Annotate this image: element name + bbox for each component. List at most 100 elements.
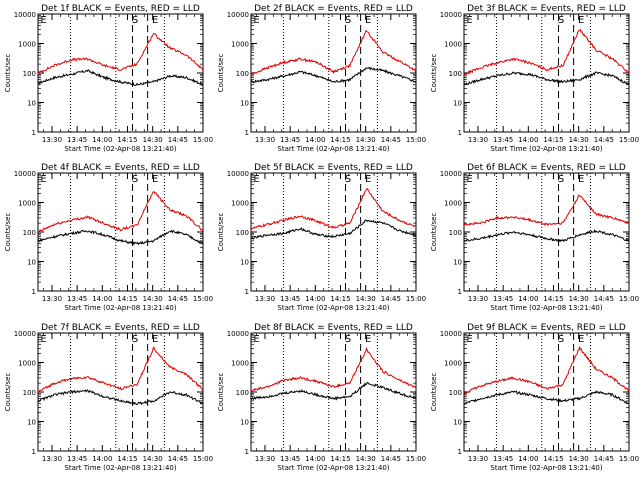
lld-series-line xyxy=(37,346,204,393)
y-axis-label: Counts/sec xyxy=(430,213,438,252)
y-tick-label: 10000 xyxy=(14,170,36,178)
x-tick-label: 14:00 xyxy=(518,295,538,303)
x-axis-label: Start Time (02-Apr-08 13:21:40) xyxy=(64,464,176,472)
x-tick-label: 14:45 xyxy=(594,136,614,144)
marker-label-e: E xyxy=(253,334,259,345)
x-tick-label: 14:45 xyxy=(594,295,614,303)
y-axis-label: Counts/sec xyxy=(217,373,225,412)
lld-series-line xyxy=(250,30,417,75)
events-series-line xyxy=(463,390,630,405)
plot-frame xyxy=(37,13,204,133)
x-tick-label: 14:15 xyxy=(330,455,350,463)
events-series-line xyxy=(37,69,203,87)
lld-series-line xyxy=(463,346,630,395)
y-tick-label: 10 xyxy=(27,419,36,427)
events-series-line xyxy=(250,382,417,401)
marker-label-e: E xyxy=(466,334,472,345)
panel-det-8: Det 8f BLACK = Events, RED = LLD 1 10 100 10… xyxy=(217,323,426,472)
x-tick-label: 14:30 xyxy=(356,136,376,144)
x-tick-label: 15:00 xyxy=(619,455,639,463)
y-tick-label: 100 xyxy=(236,389,249,397)
y-tick-label: 10000 xyxy=(227,330,249,338)
y-tick-label: 1 xyxy=(32,288,36,296)
marker-label-s: S xyxy=(558,15,564,26)
marker-label-s: S xyxy=(345,334,351,345)
marker-label-e: E xyxy=(253,15,259,26)
y-tick-label: 10 xyxy=(453,100,462,108)
panel-det-5: Det 5f BLACK = Events, RED = LLD 1 10 100 10… xyxy=(217,163,426,312)
x-tick-label: 13:30 xyxy=(255,455,275,463)
x-tick-label: 14:45 xyxy=(168,295,188,303)
panel-title: Det 9f BLACK = Events, RED = LLD xyxy=(467,323,626,333)
panel-title: Det 3f BLACK = Events, RED = LLD xyxy=(467,4,626,14)
x-tick-label: 14:30 xyxy=(143,455,163,463)
x-axis-label: Start Time (02-Apr-08 13:21:40) xyxy=(490,464,602,472)
y-axis-label: Counts/sec xyxy=(430,373,438,412)
y-axis-label: Counts/sec xyxy=(4,54,12,93)
y-tick-label: 1 xyxy=(32,448,36,456)
y-tick-label: 1 xyxy=(458,288,462,296)
y-tick-label: 100 xyxy=(236,70,249,78)
panel-det-2: Det 2f BLACK = Events, RED = LLD 1 10 100 10… xyxy=(217,4,426,153)
y-tick-label: 1000 xyxy=(231,200,249,208)
marker-label-e: E xyxy=(466,174,472,185)
x-tick-label: 13:45 xyxy=(280,295,300,303)
x-axis-label: Start Time (02-Apr-08 13:21:40) xyxy=(277,145,389,153)
y-tick-label: 1000 xyxy=(18,41,36,49)
y-tick-label: 10000 xyxy=(440,11,462,19)
x-tick-label: 15:00 xyxy=(193,136,213,144)
y-tick-label: 1 xyxy=(245,288,249,296)
panel-det-3: Det 3f BLACK = Events, RED = LLD 1 10 100 10… xyxy=(430,4,639,153)
lld-series-line xyxy=(37,33,204,75)
panel-title: Det 8f BLACK = Events, RED = LLD xyxy=(254,323,413,333)
plot-frame xyxy=(250,332,417,452)
marker-label-s: S xyxy=(132,15,138,26)
x-tick-label: 15:00 xyxy=(406,136,426,144)
panel-det-7: Det 7f BLACK = Events, RED = LLD 1 10 100 10… xyxy=(4,323,213,472)
y-tick-label: 10 xyxy=(453,259,462,267)
marker-label-e: E xyxy=(578,334,584,345)
marker-label-s: S xyxy=(345,15,351,26)
x-tick-label: 14:30 xyxy=(569,295,589,303)
events-series-line xyxy=(463,71,630,87)
x-axis-label: Start Time (02-Apr-08 13:21:40) xyxy=(277,464,389,472)
marker-label-e: E xyxy=(152,15,158,26)
panel-det-6: Det 6f BLACK = Events, RED = LLD 1 10 100 10… xyxy=(430,163,639,312)
x-tick-label: 14:15 xyxy=(543,136,563,144)
marker-label-e: E xyxy=(253,174,259,185)
events-series-line xyxy=(250,66,416,84)
y-tick-label: 1000 xyxy=(231,41,249,49)
marker-label-e: E xyxy=(152,334,158,345)
marker-label-s: S xyxy=(345,174,351,185)
y-tick-label: 10000 xyxy=(14,11,36,19)
y-tick-label: 10000 xyxy=(14,330,36,338)
x-tick-label: 13:45 xyxy=(67,136,87,144)
y-tick-label: 100 xyxy=(23,229,36,237)
y-tick-label: 10000 xyxy=(227,170,249,178)
x-tick-label: 14:00 xyxy=(305,455,325,463)
y-tick-label: 1 xyxy=(245,448,249,456)
y-tick-label: 1000 xyxy=(231,360,249,368)
events-series-line xyxy=(463,228,630,243)
x-tick-label: 14:15 xyxy=(330,136,350,144)
x-tick-label: 13:45 xyxy=(280,455,300,463)
marker-label-e: E xyxy=(466,15,472,26)
marker-label-s: S xyxy=(132,174,138,185)
y-tick-label: 1000 xyxy=(18,360,36,368)
x-tick-label: 14:15 xyxy=(330,295,350,303)
y-axis-label: Counts/sec xyxy=(430,54,438,93)
marker-label-e: E xyxy=(578,174,584,185)
x-tick-label: 13:45 xyxy=(67,295,87,303)
lld-series-line xyxy=(37,190,204,233)
y-tick-label: 1000 xyxy=(18,200,36,208)
y-tick-label: 100 xyxy=(23,389,36,397)
x-tick-label: 15:00 xyxy=(193,295,213,303)
panel-det-4: Det 4f BLACK = Events, RED = LLD 1 10 100 10… xyxy=(4,163,213,312)
x-tick-label: 13:30 xyxy=(255,136,275,144)
plot-frame xyxy=(37,332,204,452)
events-series-line xyxy=(250,219,417,240)
y-tick-label: 1 xyxy=(458,129,462,137)
x-tick-label: 13:30 xyxy=(42,455,62,463)
panel-det-9: Det 9f BLACK = Events, RED = LLD 1 10 100 10… xyxy=(430,323,639,472)
